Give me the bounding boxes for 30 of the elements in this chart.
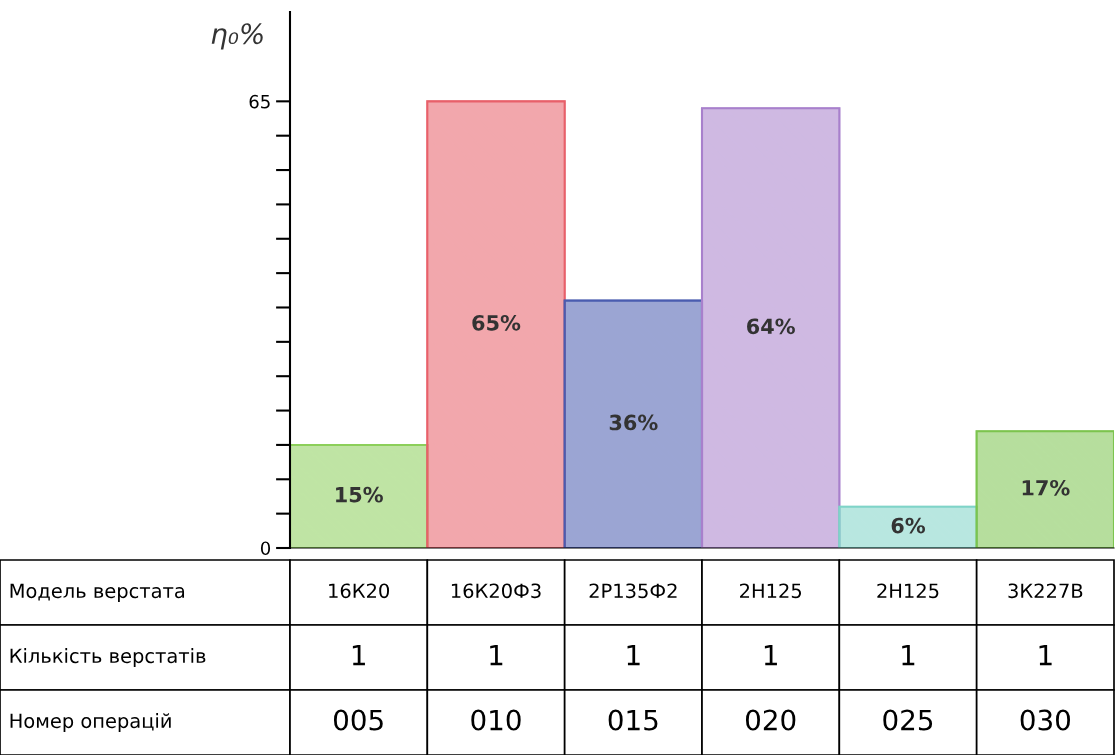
text: Номер операцій: [10, 713, 171, 732]
text: 1: [902, 644, 915, 666]
x-tick-label: 3К227В: [1008, 583, 1083, 599]
text: 030: [1020, 709, 1070, 731]
y-tick-label: 0: [260, 541, 271, 556]
data-label: 15%: [336, 486, 383, 503]
y-tick-label: 65: [249, 94, 270, 109]
text: 1: [627, 644, 640, 666]
text: 1: [764, 644, 777, 666]
data-label: 6%: [891, 517, 926, 534]
y-axis-title: η₀%: [211, 23, 263, 50]
text: 010: [471, 709, 521, 731]
text: 1: [1039, 644, 1052, 666]
text: 005: [333, 709, 383, 731]
text: 015: [608, 709, 658, 731]
text: Кількість верстатів: [10, 648, 206, 667]
data-label: 17%: [1022, 479, 1070, 496]
data-label: 36%: [609, 414, 658, 431]
data-label: 64%: [747, 318, 795, 335]
x-tick-label: 2Р135Ф2: [589, 583, 677, 599]
text: 1: [490, 644, 503, 666]
x-tick-label: 16К20: [329, 583, 390, 599]
x-tick-label: 2Н125: [877, 583, 939, 599]
data-label: 65%: [472, 314, 521, 331]
text: 1: [352, 644, 365, 666]
text: Модель верстата: [10, 583, 185, 602]
text: 025: [883, 709, 933, 731]
x-tick-label: 16К20Ф3: [451, 583, 541, 599]
x-tick-label: 2Н125: [740, 583, 802, 599]
text: 020: [745, 709, 796, 731]
